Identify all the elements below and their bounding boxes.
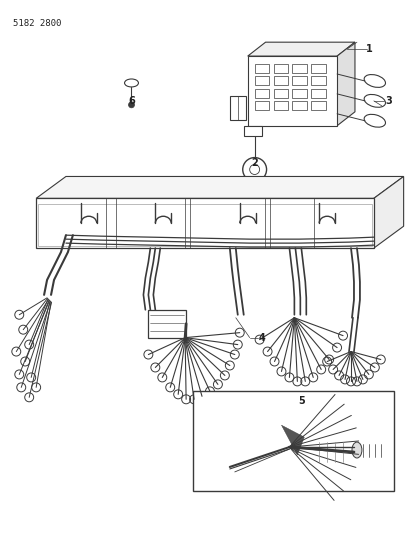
Bar — [149, 310, 186, 337]
Ellipse shape — [352, 442, 362, 458]
Bar — [273, 77, 288, 85]
Polygon shape — [337, 42, 355, 126]
Ellipse shape — [364, 94, 386, 107]
Text: 4: 4 — [258, 333, 265, 343]
Bar — [248, 56, 337, 126]
Polygon shape — [374, 176, 404, 248]
Bar — [311, 89, 326, 98]
Text: 3: 3 — [386, 96, 392, 106]
Ellipse shape — [124, 79, 138, 87]
Bar — [193, 391, 394, 491]
Ellipse shape — [364, 115, 386, 127]
Bar — [244, 126, 262, 136]
Bar — [293, 77, 307, 85]
Bar — [255, 89, 269, 98]
Bar — [293, 89, 307, 98]
Text: 1: 1 — [366, 44, 372, 54]
Polygon shape — [36, 176, 404, 198]
Bar — [255, 101, 269, 110]
Bar — [311, 101, 326, 110]
Bar — [38, 204, 372, 246]
Bar — [273, 101, 288, 110]
Bar — [293, 101, 307, 110]
Circle shape — [129, 102, 135, 108]
Bar — [273, 64, 288, 73]
Polygon shape — [248, 42, 355, 56]
Bar — [255, 64, 269, 73]
Text: 6: 6 — [128, 96, 135, 106]
Bar — [36, 198, 374, 248]
Ellipse shape — [364, 75, 386, 87]
Bar — [293, 64, 307, 73]
Bar — [311, 77, 326, 85]
Text: 2: 2 — [251, 158, 258, 167]
Bar — [230, 96, 246, 120]
Bar — [255, 77, 269, 85]
Bar — [311, 64, 326, 73]
Text: 5: 5 — [298, 397, 305, 406]
Text: 5182 2800: 5182 2800 — [13, 19, 62, 28]
Polygon shape — [282, 425, 304, 455]
Bar — [273, 89, 288, 98]
